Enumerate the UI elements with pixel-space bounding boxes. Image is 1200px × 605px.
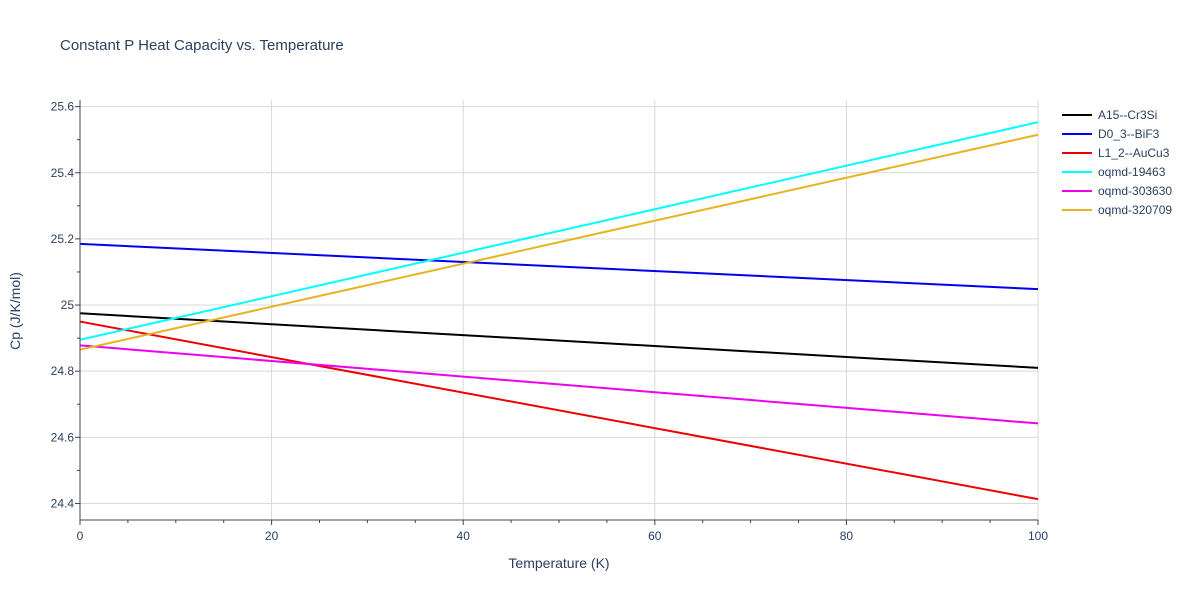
legend-label-a15-cr3si: A15--Cr3Si <box>1098 108 1157 122</box>
legend-label-d0-3-bif3: D0_3--BiF3 <box>1098 127 1160 141</box>
y-tick-label: 25.2 <box>51 232 75 246</box>
y-tick-label: 25.4 <box>51 166 75 180</box>
series-line-a15-cr3si <box>79 312 1039 369</box>
series-layer <box>79 121 1039 501</box>
x-tick-label: 60 <box>648 529 662 543</box>
y-tick-label: 25.6 <box>51 100 75 114</box>
legend-label-l1-2-aucu3: L1_2--AuCu3 <box>1098 146 1170 160</box>
y-tick-label: 24.6 <box>51 430 75 444</box>
x-axis-title: Temperature (K) <box>508 555 609 571</box>
series-line-d0-3-bif3 <box>79 242 1039 291</box>
series-line-oqmd-303630 <box>79 344 1039 425</box>
legend-label-oqmd-320709: oqmd-320709 <box>1098 203 1172 217</box>
x-tick-label: 100 <box>1028 529 1048 543</box>
legend-label-oqmd-19463: oqmd-19463 <box>1098 165 1166 179</box>
x-tick-label: 0 <box>77 529 84 543</box>
y-axis-title: Cp (J/K/mol) <box>7 272 23 350</box>
x-tick-label: 80 <box>840 529 854 543</box>
x-tick-label: 40 <box>457 529 471 543</box>
series-line-oqmd-19463 <box>79 121 1039 341</box>
legend: A15--Cr3Si D0_3--BiF3 L1_2--AuCu3 oqmd-1946… <box>1062 108 1172 217</box>
y-tick-label: 24.8 <box>51 364 75 378</box>
grid-layer <box>80 100 1039 520</box>
y-tick-label: 24.4 <box>51 496 75 510</box>
y-tick-label: 25 <box>61 298 75 312</box>
chart-title: Constant P Heat Capacity vs. Temperature <box>60 37 344 54</box>
legend-label-oqmd-303630: oqmd-303630 <box>1098 184 1172 198</box>
series-line-oqmd-320709 <box>79 133 1039 351</box>
series-line-l1-2-aucu3 <box>79 320 1039 501</box>
axes-layer: 0 20 40 60 80 100 24.4 24.6 24.8 25 25.2 25.4 25.6 <box>51 100 1049 543</box>
x-tick-label: 20 <box>265 529 279 543</box>
